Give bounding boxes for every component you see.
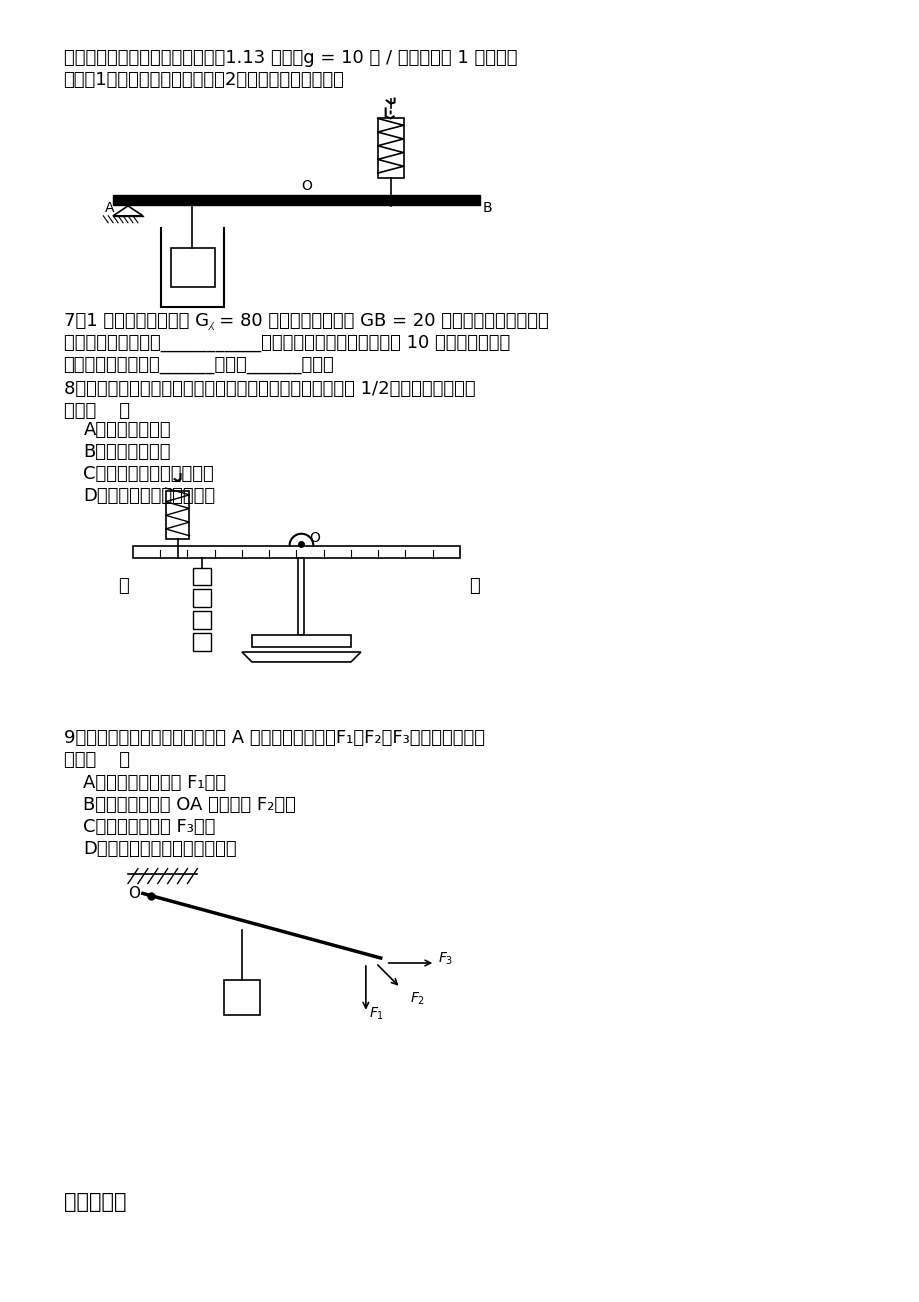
Text: O: O — [128, 887, 140, 901]
Bar — [378, 118, 403, 178]
Bar — [113, 195, 480, 204]
Text: 7、1 米长的杠杆左端挂 G⁁ = 80 牛的物体，右端挂 GB = 20 牛的物体，要使杠杆平: 7、1 米长的杠杆左端挂 G⁁ = 80 牛的物体，右端挂 GB = 20 牛的… — [63, 312, 548, 331]
Text: 的是（    ）: 的是（ ） — [63, 751, 130, 769]
Bar — [193, 590, 211, 607]
Text: A．减少二个钩码: A．减少二个钩码 — [84, 422, 171, 440]
Bar — [170, 247, 215, 288]
Text: 新平衡，则支点应向______端移动______厘米。: 新平衡，则支点应向______端移动______厘米。 — [63, 355, 334, 374]
Text: B．沿垂直于杠杆 OA 方向的力 F₂最小: B．沿垂直于杠杆 OA 方向的力 F₂最小 — [84, 796, 296, 814]
Bar — [193, 633, 211, 651]
Text: 参考答案：: 参考答案： — [63, 1191, 126, 1212]
Text: A: A — [105, 201, 115, 215]
Text: A．沿竖直方向的力 F₁最小: A．沿竖直方向的力 F₁最小 — [84, 775, 226, 792]
Bar — [224, 980, 259, 1014]
Text: $F_3$: $F_3$ — [437, 950, 453, 967]
Text: 属块浸没于水中后，弹簧秤读数为1.13 牛，（g = 10 牛 / 千克，保留 1 位小数）: 属块浸没于水中后，弹簧秤读数为1.13 牛，（g = 10 牛 / 千克，保留 … — [63, 49, 516, 66]
Text: $F_2$: $F_2$ — [410, 991, 425, 1008]
Text: B: B — [482, 201, 492, 215]
Text: 8、如图所示的杠杆处于平衡，若使弹簧秤的示数变为原来的 1/2，杠杆仍然平衡，: 8、如图所示的杠杆处于平衡，若使弹簧秤的示数变为原来的 1/2，杠杆仍然平衡， — [63, 380, 475, 397]
Text: C．把钩码向左移一个小格: C．把钩码向左移一个小格 — [84, 465, 214, 483]
Bar — [133, 546, 460, 557]
Text: 9、如图所示，要使杠杆平衡，在 A 点所用的力分别为F₁、F₂、F₃，其中用力最小: 9、如图所示，要使杠杆平衡，在 A 点所用的力分别为F₁、F₂、F₃，其中用力最… — [63, 729, 484, 747]
Text: C．沿水平方向力 F₃最小: C．沿水平方向力 F₃最小 — [84, 818, 216, 836]
Polygon shape — [242, 652, 360, 661]
Bar — [252, 635, 351, 647]
Bar — [165, 491, 189, 539]
Text: 左: 左 — [118, 578, 129, 595]
Text: 衡，支点应在距左端___________厘米处，如果两端重物各增重 10 牛，要使杠杆重: 衡，支点应在距左端___________厘米处，如果两端重物各增重 10 牛，要… — [63, 335, 509, 352]
Text: B．减少三个钩码: B．减少三个钩码 — [84, 444, 171, 461]
Text: O: O — [301, 178, 312, 193]
Text: D．无论什么方向，用力一样大: D．无论什么方向，用力一样大 — [84, 840, 237, 858]
Bar — [193, 568, 211, 586]
Text: O: O — [309, 531, 320, 544]
Bar — [298, 557, 304, 635]
Text: 求：（1）金属块的质量多大？（2）金属块的密度多大？: 求：（1）金属块的质量多大？（2）金属块的密度多大？ — [63, 70, 344, 89]
Text: 右: 右 — [469, 578, 480, 595]
Text: D．把钩码向右移一个小格: D．把钩码向右移一个小格 — [84, 487, 215, 505]
Text: 可以（    ）: 可以（ ） — [63, 401, 130, 419]
Text: $F_1$: $F_1$ — [369, 1005, 383, 1022]
Bar — [193, 611, 211, 629]
